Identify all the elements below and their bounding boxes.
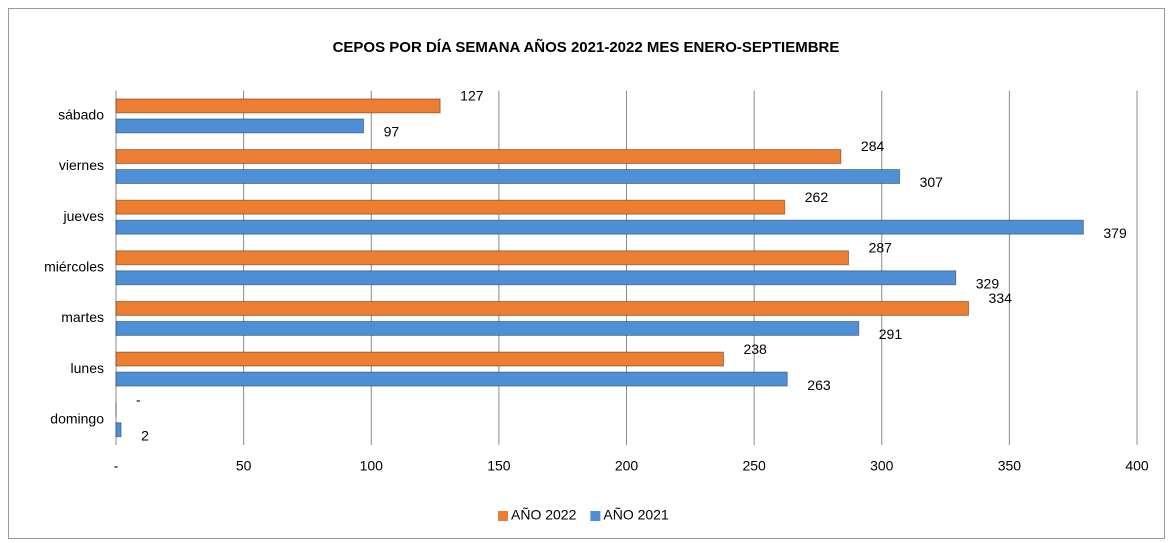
y-tick-label: sábado <box>58 107 104 123</box>
x-tick-label: 350 <box>998 458 1022 474</box>
bar <box>115 149 842 165</box>
bar <box>115 270 957 286</box>
x-tick-label: - <box>114 458 119 474</box>
x-tick-label: 400 <box>1125 458 1149 474</box>
y-tick-label: domingo <box>50 410 104 426</box>
x-tick-label: 150 <box>487 458 511 474</box>
x-tick-label: 200 <box>615 458 639 474</box>
data-label: - <box>136 391 141 407</box>
x-tick-label: 300 <box>870 458 894 474</box>
legend-label: AÑO 2021 <box>603 507 669 523</box>
data-label: 263 <box>807 377 831 393</box>
bar <box>115 351 724 367</box>
chart-title: CEPOS POR DÍA SEMANA AÑOS 2021-2022 MES … <box>333 38 840 56</box>
y-tick-label: martes <box>61 309 104 325</box>
x-tick-label: 50 <box>236 458 252 474</box>
bar <box>115 118 365 134</box>
legend-swatch <box>498 511 508 521</box>
data-label: 291 <box>879 326 903 342</box>
data-label: 284 <box>861 138 885 154</box>
bar <box>115 422 122 438</box>
bar <box>115 199 786 215</box>
y-tick-label: miércoles <box>44 259 104 275</box>
y-tick-label: viernes <box>59 157 104 173</box>
x-tick-label: 250 <box>742 458 766 474</box>
legend-label: AÑO 2022 <box>511 507 577 523</box>
data-label: 97 <box>384 124 400 140</box>
data-label: 287 <box>869 240 893 256</box>
bar <box>115 219 1084 235</box>
data-label: 334 <box>989 290 1013 306</box>
y-tick-label: jueves <box>63 208 104 224</box>
bar <box>115 169 901 185</box>
data-label: 2 <box>141 427 149 443</box>
x-tick-label: 100 <box>360 458 384 474</box>
bar <box>115 371 788 387</box>
bar <box>115 98 441 114</box>
data-label: 329 <box>976 276 1000 292</box>
legend-swatch <box>590 511 601 521</box>
bar <box>115 250 850 266</box>
bar <box>115 320 860 336</box>
bar <box>115 300 970 316</box>
data-label: 379 <box>1103 225 1127 241</box>
data-label: 238 <box>743 341 767 357</box>
y-tick-label: lunes <box>71 360 104 376</box>
data-label: 262 <box>805 189 829 205</box>
data-label: 127 <box>460 88 484 104</box>
data-label: 307 <box>920 174 944 190</box>
